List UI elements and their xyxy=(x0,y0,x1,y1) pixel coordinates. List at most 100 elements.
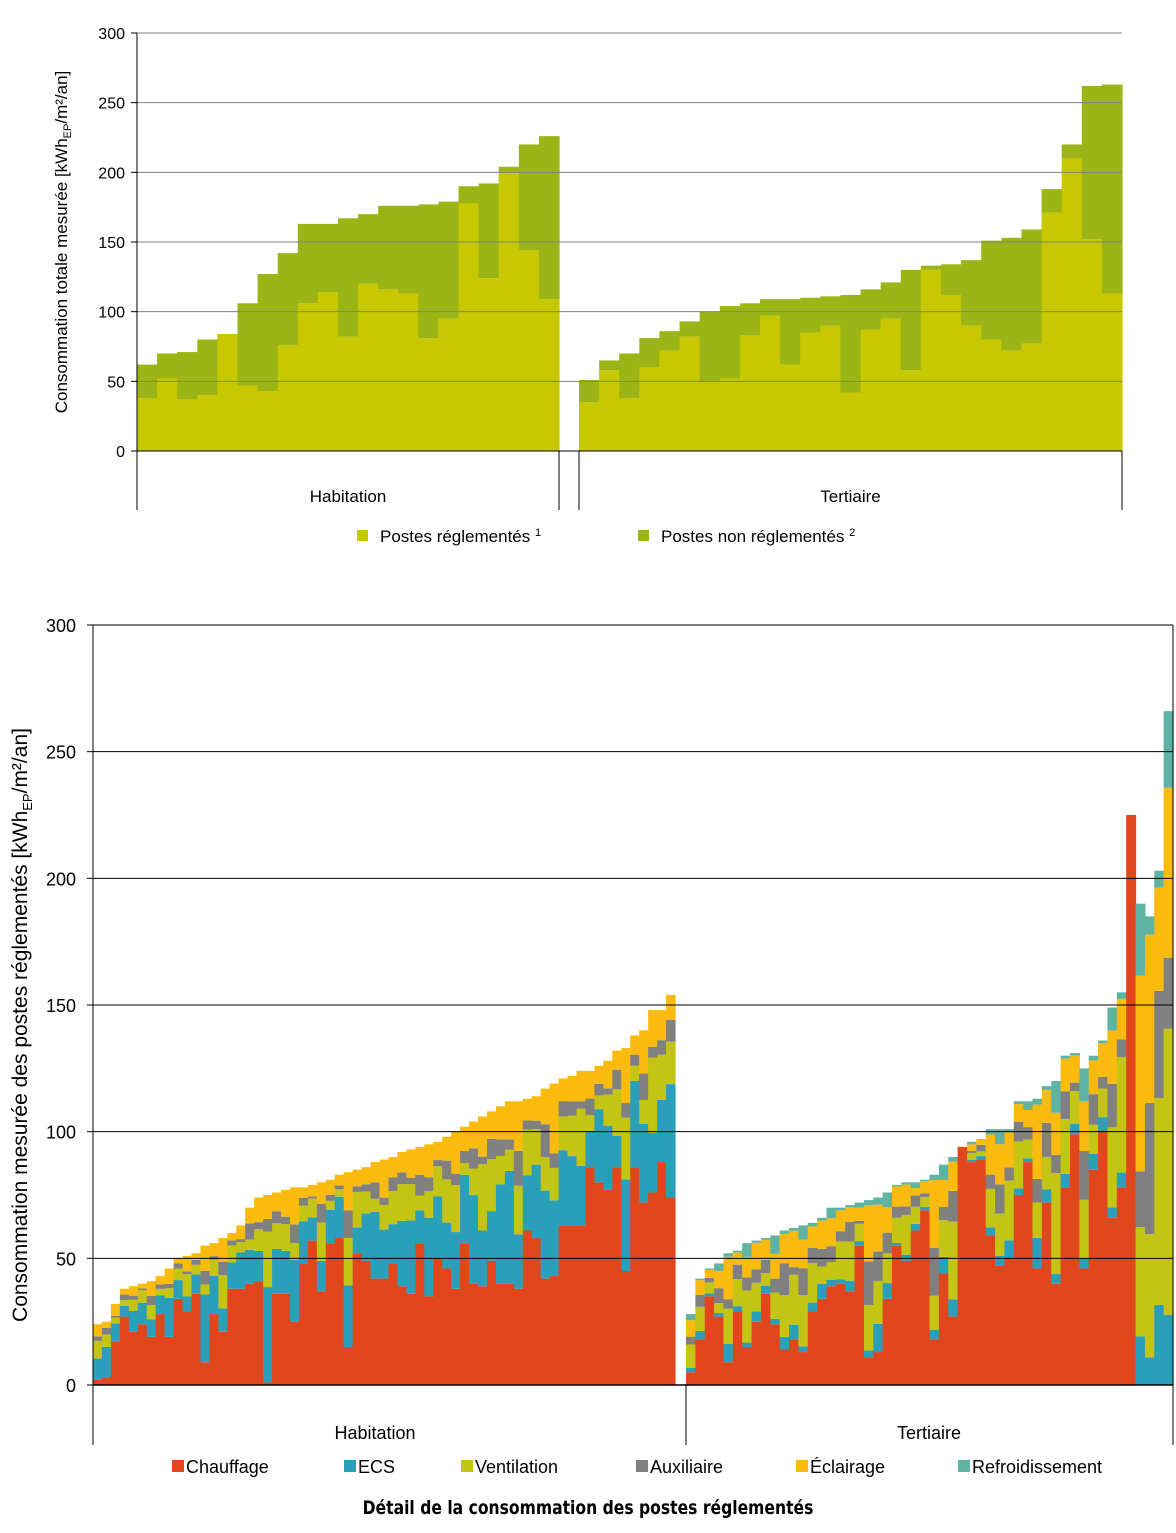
bar-habitation-27-auxiliaire xyxy=(325,1194,336,1201)
bar-habitation-43-ecs xyxy=(469,1195,479,1284)
bar-habitation-17-ventilation xyxy=(236,1242,246,1253)
bar-habitation-3-chauffage xyxy=(110,1341,121,1385)
bar-habitation-61-éclairage xyxy=(630,1035,640,1055)
bar-tertiaire-51-auxiliaire xyxy=(1154,990,1165,1099)
bar-habitation-56-ventilation xyxy=(585,1115,596,1132)
bar-tertiaire-45-auxiliaire xyxy=(1098,1076,1109,1089)
bar-habitation-32-ecs xyxy=(370,1212,381,1279)
bar-habitation-8-s1 xyxy=(277,345,299,451)
bar-tertiaire-39-refroidissement xyxy=(1041,1086,1052,1090)
bar-tertiaire-50-ventilation xyxy=(1144,1234,1155,1358)
bar-habitation-21-s2 xyxy=(538,136,560,300)
bar-habitation-31-auxiliaire xyxy=(361,1184,372,1192)
bar-habitation-7-auxiliaire xyxy=(146,1295,157,1306)
bar-habitation-34-ecs xyxy=(388,1224,399,1264)
bar-tertiaire-11-auxiliaire xyxy=(779,1263,790,1296)
bar-habitation-39-auxiliaire xyxy=(433,1160,443,1167)
bar-habitation-54-éclairage xyxy=(567,1075,578,1102)
bar-tertiaire-17-auxiliaire xyxy=(835,1231,846,1242)
bar-habitation-36-éclairage xyxy=(406,1149,416,1178)
bar-habitation-6-s2 xyxy=(237,303,259,386)
bar-tertiaire-18-s1 xyxy=(920,269,942,451)
bar-tertiaire-6-ecs xyxy=(732,1306,743,1312)
bar-tertiaire-37-auxiliaire xyxy=(1023,1127,1034,1140)
bar-habitation-32-ventilation xyxy=(370,1198,381,1213)
bar-habitation-54-ventilation xyxy=(567,1115,578,1157)
bar-habitation-38-éclairage xyxy=(424,1144,434,1178)
bar-habitation-14-éclairage xyxy=(209,1243,219,1257)
bar-habitation-37-ecs xyxy=(415,1210,425,1244)
bar-habitation-8-éclairage xyxy=(155,1276,166,1285)
legend-swatch-1 xyxy=(357,530,368,541)
bar-tertiaire-20-ventilation xyxy=(863,1305,874,1351)
bar-habitation-32-auxiliaire xyxy=(370,1182,381,1199)
bar-tertiaire-32-éclairage xyxy=(976,1139,987,1145)
bar-tertiaire-4-éclairage xyxy=(714,1270,725,1289)
bar-tertiaire-27-auxiliaire xyxy=(929,1247,940,1296)
bar-tertiaire-14-s1 xyxy=(840,392,862,451)
bar-habitation-24-chauffage xyxy=(298,1263,309,1385)
bar-habitation-14-chauffage xyxy=(209,1314,219,1385)
bar-tertiaire-23-ecs xyxy=(892,1242,903,1246)
bar-tertiaire-2-refroidissement xyxy=(695,1278,706,1281)
bar-habitation-16-ventilation xyxy=(227,1245,237,1263)
bar-tertiaire-13-s1 xyxy=(820,325,842,451)
bar-habitation-9-chauffage xyxy=(164,1336,175,1385)
bar-habitation-29-ventilation xyxy=(343,1237,354,1286)
bar-habitation-8-auxiliaire xyxy=(155,1284,166,1289)
bar-tertiaire-10-s2 xyxy=(760,299,781,316)
bar-tertiaire-46-refroidissement xyxy=(1107,1007,1118,1031)
bar-habitation-12-éclairage xyxy=(191,1253,202,1260)
bar-tertiaire-44-chauffage xyxy=(1088,1169,1099,1385)
bar-habitation-12-auxiliaire xyxy=(191,1259,202,1265)
bar-habitation-44-chauffage xyxy=(478,1286,488,1385)
bar-habitation-4-éclairage xyxy=(119,1288,130,1295)
bar-tertiaire-22-auxiliaire xyxy=(882,1232,893,1254)
bar-tertiaire-11-ventilation xyxy=(779,1295,790,1337)
bar-habitation-42-ventilation xyxy=(460,1163,470,1175)
bar-tertiaire-7-refroidissement xyxy=(742,1243,753,1257)
bar-tertiaire-11-s1 xyxy=(780,364,801,451)
bar-habitation-10-auxiliaire xyxy=(173,1263,184,1269)
y-tick-label-250: 250 xyxy=(98,96,125,113)
bar-habitation-19-éclairage xyxy=(254,1197,264,1223)
bar-tertiaire-1-refroidissement xyxy=(686,1314,696,1321)
legend-label-1: Postes réglementés 1 xyxy=(380,527,541,546)
bar-tertiaire-40-auxiliaire xyxy=(1051,1154,1062,1174)
bar-tertiaire-5-refroidissement xyxy=(723,1253,734,1257)
bar-habitation-26-auxiliaire xyxy=(316,1203,327,1223)
bar-tertiaire-5-ventilation xyxy=(723,1308,734,1344)
bar-habitation-1-s1 xyxy=(137,398,158,451)
bar-tertiaire-33-éclairage xyxy=(985,1134,996,1175)
bar-habitation-16-ecs xyxy=(227,1262,237,1289)
bar-habitation-3-s2 xyxy=(177,352,198,400)
bar-tertiaire-4-ecs xyxy=(714,1312,725,1317)
bar-habitation-5-auxiliaire xyxy=(128,1295,139,1300)
bar-habitation-2-s2 xyxy=(157,353,178,379)
bar-habitation-2-s1 xyxy=(157,378,178,451)
bar-habitation-43-chauffage xyxy=(469,1283,479,1385)
bar-tertiaire-43-chauffage xyxy=(1079,1268,1090,1385)
bar-tertiaire-1-ventilation xyxy=(686,1344,696,1368)
bar-habitation-61-chauffage xyxy=(630,1167,640,1385)
legend-swatch-3 xyxy=(461,1460,473,1472)
bar-tertiaire-20-refroidissement xyxy=(863,1200,874,1205)
bar-habitation-48-ventilation xyxy=(513,1185,524,1235)
bar-tertiaire-14-ecs xyxy=(807,1302,818,1312)
bar-tertiaire-19-auxiliaire xyxy=(854,1220,865,1224)
bar-tertiaire-22-refroidissement xyxy=(882,1192,893,1208)
bar-habitation-65-chauffage xyxy=(666,1197,676,1385)
bar-habitation-32-éclairage xyxy=(370,1162,381,1183)
bar-tertiaire-2-chauffage xyxy=(695,1339,706,1385)
bar-tertiaire-42-éclairage xyxy=(1069,1055,1080,1083)
bar-habitation-46-auxiliaire xyxy=(495,1139,506,1156)
bar-habitation-21-auxiliaire xyxy=(272,1211,282,1224)
bar-tertiaire-49-refroidissement xyxy=(1135,903,1146,976)
bar-tertiaire-27-éclairage xyxy=(929,1180,940,1248)
bar-tertiaire-23-ventilation xyxy=(892,1217,903,1243)
bar-habitation-33-éclairage xyxy=(379,1159,390,1198)
bar-habitation-5-chauffage xyxy=(128,1331,139,1385)
bar-habitation-35-ecs xyxy=(397,1220,407,1287)
bar-habitation-60-ventilation xyxy=(621,1117,631,1180)
